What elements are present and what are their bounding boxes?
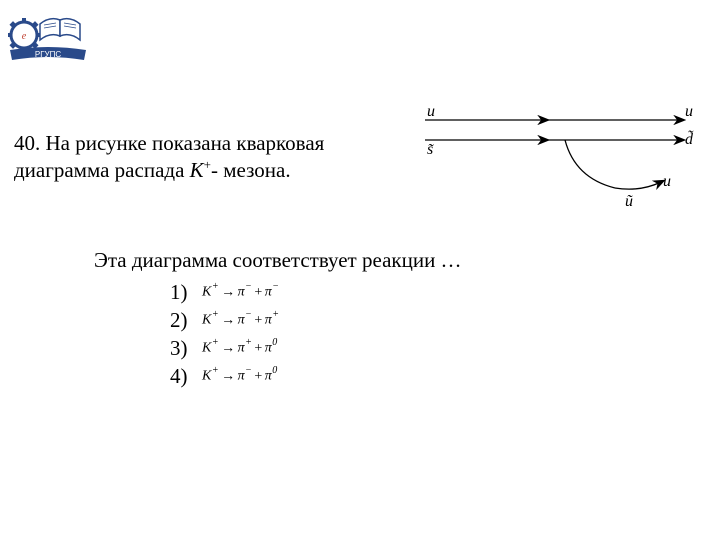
svg-text:u: u (663, 173, 671, 190)
option-3: 3) K+→π++π0 (170, 334, 280, 362)
problem-statement: 40. На рисунке показана кварковая диагра… (14, 130, 409, 185)
option-formula: K+→π−+π+ (202, 309, 280, 331)
option-number: 1) (170, 278, 202, 306)
option-formula: K+→π++π0 (202, 337, 278, 359)
reaction-prompt: Эта диаграмма соответствует реакции … (94, 248, 462, 273)
option-formula: K+→π−+π0 (202, 365, 278, 387)
svg-text:u: u (685, 108, 693, 120)
option-4: 4) K+→π−+π0 (170, 362, 280, 390)
option-number: 2) (170, 306, 202, 334)
option-2: 2) K+→π−+π+ (170, 306, 280, 334)
svg-text:u: u (427, 108, 435, 120)
option-1: 1) K+→π−+π− (170, 278, 280, 306)
option-formula: K+→π−+π− (202, 281, 280, 303)
university-logo: e РГУПС (8, 8, 88, 63)
answer-options: 1) K+→π−+π− 2) K+→π−+π+ 3) K+→π++π0 4) K… (170, 278, 280, 390)
svg-text:s̃: s̃ (427, 141, 435, 158)
logo-text: РГУПС (35, 50, 62, 59)
problem-text-2: - мезона. (211, 158, 291, 182)
k-superscript: + (204, 157, 211, 172)
svg-text:e: e (22, 31, 27, 42)
k-symbol: K (190, 158, 204, 182)
svg-text:ũ: ũ (625, 193, 633, 210)
quark-diagram: u s̃ u d̃ ũ u (415, 108, 701, 218)
problem-number: 40. (14, 131, 40, 155)
svg-text:d̃: d̃ (685, 130, 694, 148)
option-number: 4) (170, 362, 202, 390)
option-number: 3) (170, 334, 202, 362)
